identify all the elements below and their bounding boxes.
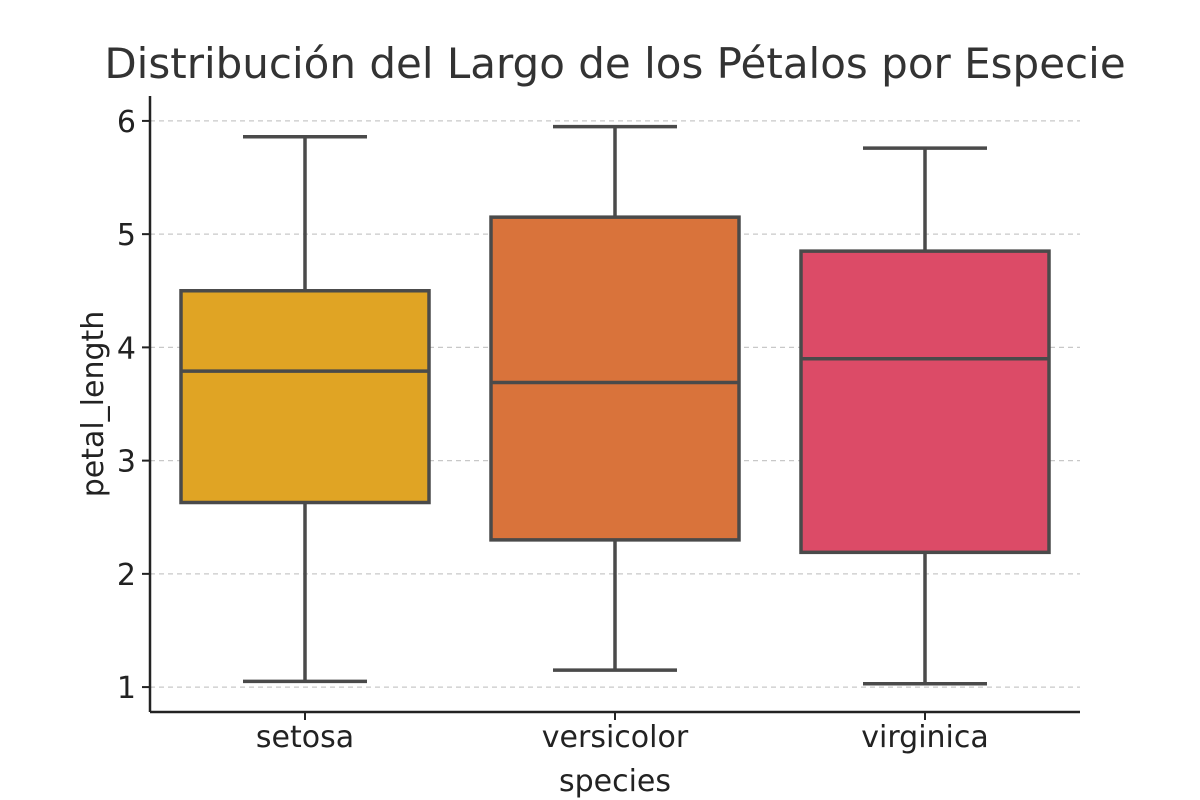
x-tick-label: virginica: [861, 720, 989, 755]
box-virginica: [799, 146, 1051, 686]
y-tick-label: 5: [117, 218, 136, 253]
tick-labels: 1 2 3 4 5 6 setosa versicolor virginica: [117, 105, 989, 755]
box-setosa: [179, 135, 431, 684]
y-tick-label: 3: [117, 445, 136, 480]
boxes: [179, 124, 1051, 686]
y-tick-label: 4: [117, 331, 136, 366]
box-versicolor: [489, 124, 741, 672]
y-tick-label: 6: [117, 105, 136, 140]
y-axis-label: petal_length: [76, 311, 111, 498]
iqr-box: [179, 289, 431, 505]
x-tick-label: versicolor: [542, 720, 689, 755]
iqr-box: [799, 249, 1051, 555]
y-tick-label: 1: [117, 671, 136, 706]
x-axis-label: species: [559, 764, 671, 799]
y-tick-label: 2: [117, 558, 136, 593]
x-tick-label: setosa: [256, 720, 354, 755]
iqr-box: [489, 215, 741, 542]
chart-title: Distribución del Largo de los Pétalos po…: [104, 39, 1125, 88]
